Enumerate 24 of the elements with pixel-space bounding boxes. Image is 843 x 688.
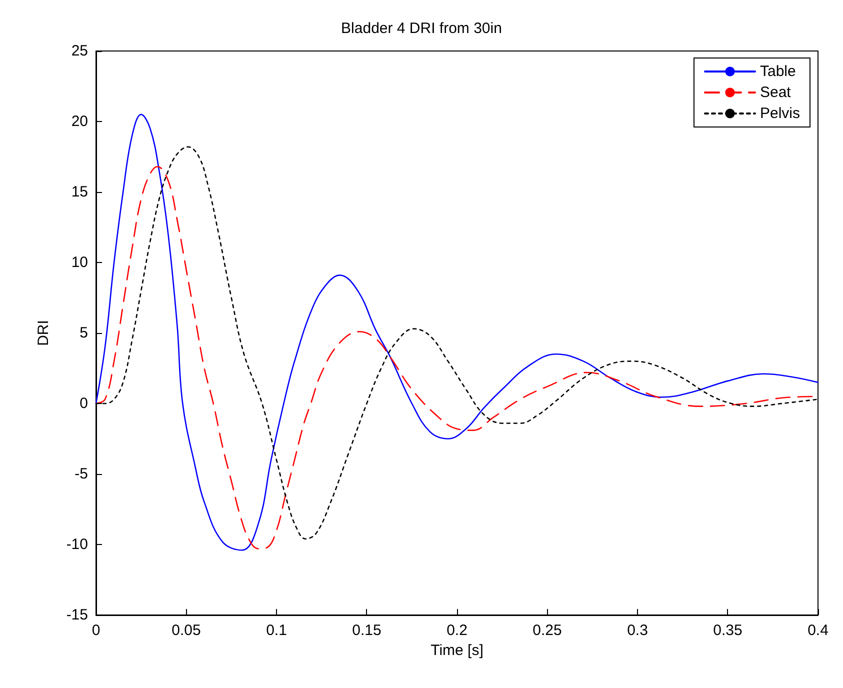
y-axis-title: DRI	[35, 320, 52, 346]
x-tick-label: 0.35	[713, 622, 742, 639]
y-tick-label: 10	[71, 254, 88, 271]
y-tick-label: -10	[66, 536, 88, 553]
legend-label: Pelvis	[760, 105, 800, 122]
legend-label: Table	[760, 63, 796, 80]
x-tick-label: 0.15	[352, 622, 382, 639]
x-tick-label: 0.1	[266, 622, 287, 639]
y-tick-label: -15	[66, 606, 88, 624]
x-tick-label: 0.3	[627, 622, 648, 639]
x-tick-label: 0	[92, 622, 100, 639]
x-tick-label: 0.25	[532, 622, 562, 639]
x-axis-title: Time [s]	[430, 642, 484, 659]
y-tick-label: -5	[74, 466, 88, 482]
chart-title: Bladder 4 DRI from 30in	[341, 20, 502, 37]
y-tick-label: 25	[71, 42, 88, 60]
y-tick-label: 0	[80, 395, 88, 412]
x-tick-label: 0.05	[172, 622, 201, 639]
y-tick-label: 15	[71, 184, 88, 200]
y-tick-label: 20	[71, 113, 88, 130]
legend-label: Seat	[760, 84, 792, 101]
x-tick-label: 0.4	[808, 622, 828, 639]
x-tick-label: 0.2	[446, 622, 468, 639]
y-tick-label: 5	[80, 324, 88, 342]
